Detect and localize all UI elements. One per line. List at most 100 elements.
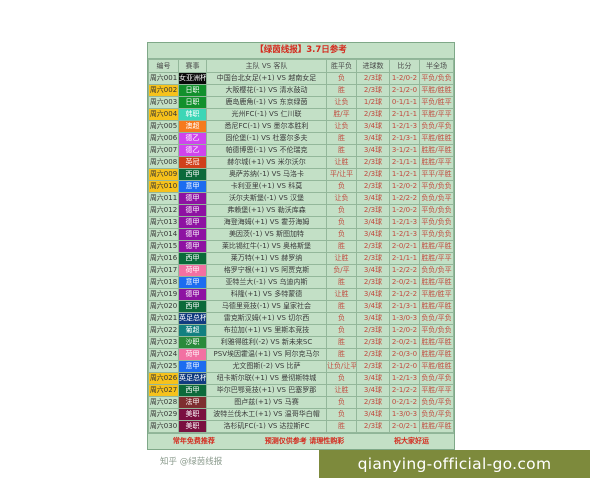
goals-pick-cell: 3/4球 [356, 216, 390, 229]
match-cell: 莱比锡红牛(-1) VS 奥格斯堡 [206, 240, 327, 253]
htft-pick-cell: 平胜/胜胜 [419, 360, 454, 373]
result-pick-cell: 让负 [326, 96, 357, 109]
league-cell: 英足总杯 [178, 372, 207, 385]
match-cell: 弗赖堡(+1) VS 勒沃库森 [206, 204, 327, 217]
match-id-cell: 周六017 [148, 264, 179, 277]
match-cell: 毕尔巴鄂竞技(+1) VS 巴塞罗那 [206, 384, 327, 397]
score-pick-cell: 1-2/0-2 [389, 324, 420, 337]
goals-pick-cell: 3/4球 [356, 132, 390, 145]
table-row: 周六018 意甲 亚特兰大(-1) VS 乌迪内斯胜 2/3球 2-0/2-1 胜胜/平胜 [148, 276, 454, 289]
league-cell: 德甲 [178, 192, 207, 205]
table-row: 周六001 女亚洲杯 中国台北女足(+1) VS 越南女足负 2/3球 1-2/0-2 平… [148, 72, 454, 85]
result-pick-cell: 负 [326, 312, 357, 325]
result-pick-cell: 负 [326, 72, 357, 85]
goals-pick-cell: 3/4球 [356, 264, 390, 277]
match-id-cell: 周六016 [148, 252, 179, 265]
result-pick-cell: 让负 [326, 192, 357, 205]
result-pick-cell: 胜 [326, 336, 357, 349]
table-row: 周六014 德甲 美因茨(-1) VS 斯图加特负 3/4球 1-2/1-3 平负/负负 [148, 228, 454, 241]
score-pick-cell: 2-0/2-1 [389, 420, 420, 433]
result-pick-cell: 胜 [326, 84, 357, 97]
result-pick-cell: 让胜 [326, 252, 357, 265]
url-overlay-banner: qianying-official-go.com [319, 450, 590, 478]
result-pick-cell: 负/平 [326, 264, 357, 277]
table-row: 周六022 葡超 布拉加(+1) VS 里斯本竞技负 2/3球 1-2/0-2 平负/负负 [148, 324, 454, 337]
goals-pick-cell: 2/3球 [356, 420, 390, 433]
score-pick-cell: 3-1/2-1 [389, 144, 420, 157]
table-row: 周六025 意甲 尤文图斯(-2) VS 比萨 让负/让平 2/3球 2-1/2-0 平胜/… [148, 360, 454, 373]
match-id-cell: 周六021 [148, 312, 179, 325]
result-pick-cell: 胜 [326, 300, 357, 313]
htft-pick-cell: 平负/负负 [419, 324, 454, 337]
league-cell: 沙职 [178, 336, 207, 349]
table-row: 周六027 西甲 毕尔巴鄂竞技(+1) VS 巴塞罗那 让胜 3/4球 2-1/2-2 平胜… [148, 384, 454, 397]
htft-pick-cell: 平胜/胜胜 [419, 132, 454, 145]
league-cell: 德乙 [178, 132, 207, 145]
league-cell: 日职 [178, 96, 207, 109]
match-id-cell: 周六004 [148, 108, 179, 121]
match-id-cell: 周六024 [148, 348, 179, 361]
match-cell: 帕德博恩(-1) VS 不伦瑞克 [206, 144, 327, 157]
result-pick-cell: 胜/平 [326, 108, 357, 121]
col-header-score: 比分 [389, 59, 420, 73]
table-row: 周六008 英冠 赫尔城(+1) VS 米尔沃尔 让胜 2/3球 2-1/1-1 胜胜/平平 [148, 156, 454, 169]
table-row: 周六007 德乙 帕德博恩(-1) VS 不伦瑞克胜 3/4球 3-1/2-1 胜胜/平胜 [148, 144, 454, 157]
match-id-cell: 周六012 [148, 204, 179, 217]
score-pick-cell: 2-1/3-1 [389, 132, 420, 145]
footer-note: 祝大家好运 [394, 437, 430, 445]
score-pick-cell: 2-1/2-0 [389, 84, 420, 97]
table-row: 周六024 荷甲 PSV埃因霍温(+1) VS 阿尔克马尔胜 2/3球 2-0/3-0 胜… [148, 348, 454, 361]
score-pick-cell: 1-2/0-2 [389, 204, 420, 217]
htft-pick-cell: 负负/负平 [419, 264, 454, 277]
league-cell: 西甲 [178, 168, 207, 181]
match-cell: 美因茨(-1) VS 斯图加特 [206, 228, 327, 241]
goals-pick-cell: 2/3球 [356, 156, 390, 169]
goals-pick-cell: 2/3球 [356, 108, 390, 121]
match-id-cell: 周六030 [148, 420, 179, 433]
score-pick-cell: 0-1/1-1 [389, 96, 420, 109]
match-cell: 光州FC(-1) VS 仁川联 [206, 108, 327, 121]
match-id-cell: 周六002 [148, 84, 179, 97]
match-id-cell: 周六014 [148, 228, 179, 241]
match-cell: 莱万特(+1) VS 赫罗纳 [206, 252, 327, 265]
table-row: 周六005 澳超 悉尼FC(-1) VS 墨尔本胜利 让负 3/4球 1-2/1-3 负负/… [148, 120, 454, 133]
score-pick-cell: 2-1/1-1 [389, 252, 420, 265]
prediction-sheet: 【绿茵线报】3.7日参考 编号 赛事 主队 VS 客队 胜平负 进球数 比分 半… [147, 42, 455, 450]
score-pick-cell: 2-1/1-1 [389, 108, 420, 121]
match-id-cell: 周六027 [148, 384, 179, 397]
goals-pick-cell: 3/4球 [356, 312, 390, 325]
match-id-cell: 周六007 [148, 144, 179, 157]
goals-pick-cell: 3/4球 [356, 144, 390, 157]
league-cell: 德甲 [178, 204, 207, 217]
htft-pick-cell: 平负/负负 [419, 204, 454, 217]
htft-pick-cell: 平平/平胜 [419, 168, 454, 181]
score-pick-cell: 0-2/1-2 [389, 396, 420, 409]
match-id-cell: 周六011 [148, 192, 179, 205]
score-pick-cell: 2-1/2-2 [389, 288, 420, 301]
htft-pick-cell: 平胜/胜平 [419, 288, 454, 301]
table-row: 周六029 美职 波特兰伐木工(+1) VS 温哥华白帽负 3/4球 1-3/0-3 负负… [148, 408, 454, 421]
match-cell: 洛杉矶FC(-1) VS 达拉斯FC [206, 420, 327, 433]
score-pick-cell: 2-0/2-1 [389, 336, 420, 349]
match-id-cell: 周六028 [148, 396, 179, 409]
match-id-cell: 周六010 [148, 180, 179, 193]
goals-pick-cell: 2/3球 [356, 240, 390, 253]
match-id-cell: 周六022 [148, 324, 179, 337]
htft-pick-cell: 胜胜/平胜 [419, 240, 454, 253]
htft-pick-cell: 负负/平负 [419, 120, 454, 133]
result-pick-cell: 让负 [326, 120, 357, 133]
result-pick-cell: 负 [326, 324, 357, 337]
goals-pick-cell: 3/4球 [356, 288, 390, 301]
goals-pick-cell: 2/3球 [356, 252, 390, 265]
result-pick-cell: 胜 [326, 276, 357, 289]
score-pick-cell: 2-0/2-1 [389, 240, 420, 253]
result-pick-cell: 负 [326, 408, 357, 421]
table-row: 周六006 德乙 固伦堡(-1) VS 杜塞尔多夫胜 3/4球 2-1/3-1 平胜/胜胜 [148, 132, 454, 145]
league-cell: 日职 [178, 84, 207, 97]
league-cell: 美职 [178, 420, 207, 433]
htft-pick-cell: 胜胜/平胜 [419, 276, 454, 289]
htft-pick-cell: 胜胜/平平 [419, 252, 454, 265]
league-cell: 荷甲 [178, 348, 207, 361]
goals-pick-cell: 2/3球 [356, 348, 390, 361]
col-header-goals: 进球数 [356, 59, 390, 73]
